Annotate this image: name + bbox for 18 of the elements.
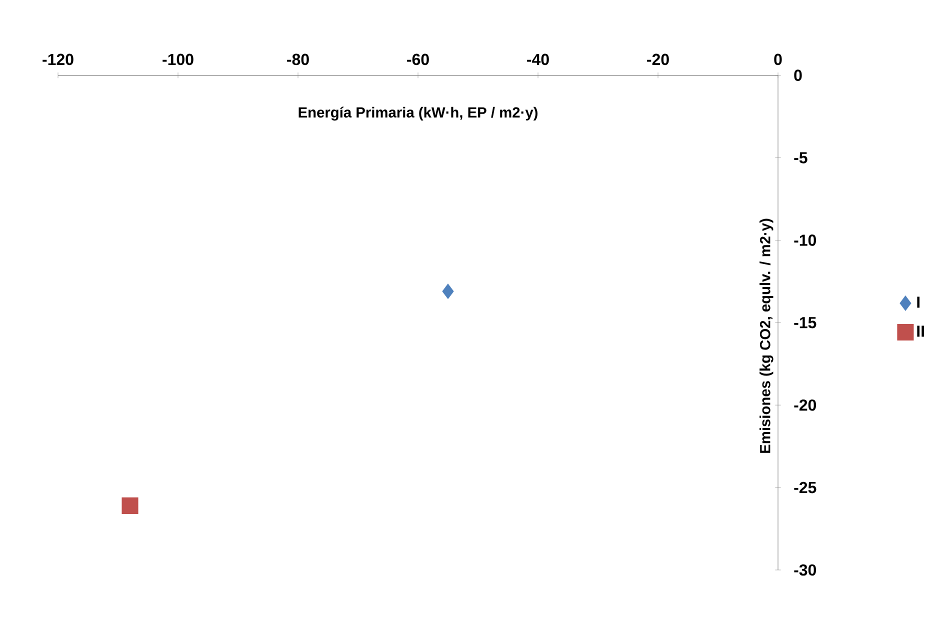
y-tick-label: -25 bbox=[794, 482, 816, 494]
x-tick-label: -40 bbox=[527, 54, 549, 66]
x-axis-title: Energía Primaria (kW·h, EP / m2·y) bbox=[298, 106, 538, 121]
x-tick-label: -80 bbox=[287, 54, 309, 66]
y-tick-label: -30 bbox=[794, 564, 816, 576]
y-tick-label: -20 bbox=[794, 399, 816, 411]
x-tick-label: -100 bbox=[162, 54, 194, 66]
legend-label: II bbox=[917, 326, 924, 337]
legend-label: I bbox=[917, 296, 920, 308]
x-tick-label: -60 bbox=[407, 54, 429, 66]
x-tick-label: -120 bbox=[42, 54, 74, 66]
y-tick-label: 0 bbox=[794, 70, 802, 81]
y-tick-label: -5 bbox=[794, 152, 808, 164]
x-tick-label: 0 bbox=[774, 54, 782, 66]
y-tick-label: -10 bbox=[794, 234, 816, 246]
y-axis-title: Emisiones (kg CO2, equlv. / m2·y) bbox=[760, 218, 774, 453]
x-tick-label: -20 bbox=[647, 54, 669, 66]
y-tick-label: -15 bbox=[794, 317, 816, 328]
